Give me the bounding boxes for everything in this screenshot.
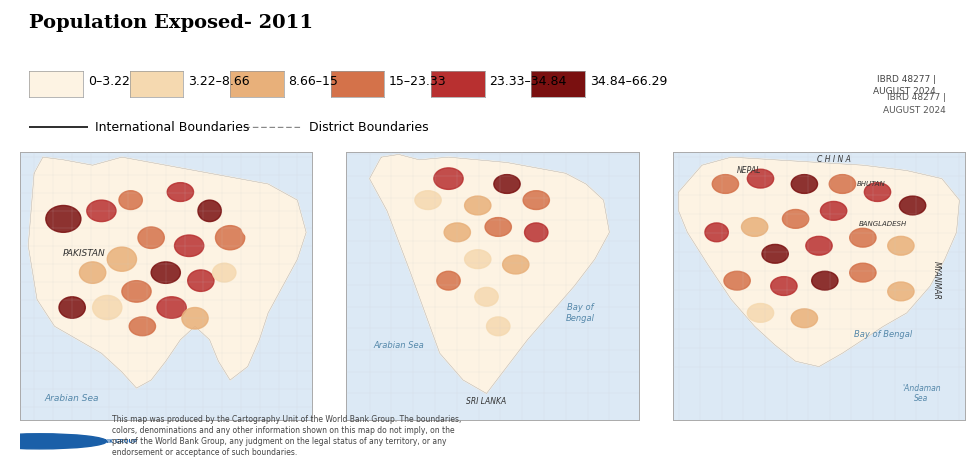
Ellipse shape bbox=[80, 262, 105, 283]
Polygon shape bbox=[28, 157, 306, 388]
Ellipse shape bbox=[712, 175, 739, 193]
Ellipse shape bbox=[129, 317, 155, 336]
Ellipse shape bbox=[168, 183, 193, 201]
Text: NEPAL: NEPAL bbox=[737, 166, 760, 175]
Text: International Boundaries: International Boundaries bbox=[95, 121, 249, 134]
Text: MYANMAR: MYANMAR bbox=[931, 262, 941, 300]
Ellipse shape bbox=[151, 262, 180, 283]
Ellipse shape bbox=[792, 309, 817, 328]
Ellipse shape bbox=[198, 200, 221, 221]
Circle shape bbox=[0, 434, 106, 449]
Text: IBRD 48277 |
AUGUST 2024: IBRD 48277 | AUGUST 2024 bbox=[883, 93, 946, 115]
Text: WORLD BANK GROUP: WORLD BANK GROUP bbox=[71, 439, 137, 444]
Text: 0–3.22: 0–3.22 bbox=[88, 75, 130, 88]
Text: 15–23.33: 15–23.33 bbox=[389, 75, 447, 88]
Text: This map was produced by the Cartography Unit of the World Bank Group. The bound: This map was produced by the Cartography… bbox=[112, 415, 461, 457]
Ellipse shape bbox=[747, 169, 774, 188]
Ellipse shape bbox=[138, 227, 164, 248]
Ellipse shape bbox=[723, 271, 751, 290]
Ellipse shape bbox=[446, 309, 469, 328]
Ellipse shape bbox=[747, 304, 774, 322]
Ellipse shape bbox=[414, 191, 441, 210]
Ellipse shape bbox=[887, 236, 915, 255]
Text: Bay of
Bengal: Bay of Bengal bbox=[566, 303, 595, 323]
Text: Population Exposed- 2011: Population Exposed- 2011 bbox=[29, 14, 313, 32]
Text: 'Andaman
Sea: 'Andaman Sea bbox=[902, 384, 941, 403]
Ellipse shape bbox=[444, 223, 470, 242]
Ellipse shape bbox=[46, 205, 81, 232]
Ellipse shape bbox=[805, 236, 833, 255]
Text: District Boundaries: District Boundaries bbox=[309, 121, 429, 134]
Text: Arabian Sea: Arabian Sea bbox=[373, 340, 424, 350]
Ellipse shape bbox=[464, 196, 491, 215]
Ellipse shape bbox=[213, 263, 236, 282]
Text: 8.66–15: 8.66–15 bbox=[289, 75, 338, 88]
Text: 23.33–34.84: 23.33–34.84 bbox=[489, 75, 566, 88]
Ellipse shape bbox=[811, 271, 838, 290]
Text: Bay of Bengal: Bay of Bengal bbox=[854, 330, 913, 339]
Text: 3.22–8.66: 3.22–8.66 bbox=[188, 75, 250, 88]
Ellipse shape bbox=[849, 228, 877, 247]
Ellipse shape bbox=[434, 168, 463, 190]
Ellipse shape bbox=[119, 191, 142, 210]
Text: Arabian Sea: Arabian Sea bbox=[45, 394, 99, 403]
Ellipse shape bbox=[87, 200, 116, 221]
Ellipse shape bbox=[215, 226, 245, 250]
Ellipse shape bbox=[849, 263, 877, 282]
Ellipse shape bbox=[821, 201, 846, 220]
Ellipse shape bbox=[437, 271, 460, 290]
Polygon shape bbox=[679, 157, 959, 367]
Ellipse shape bbox=[242, 216, 265, 238]
Ellipse shape bbox=[792, 175, 817, 193]
Ellipse shape bbox=[493, 175, 521, 193]
Polygon shape bbox=[370, 155, 609, 393]
Ellipse shape bbox=[864, 183, 891, 201]
Ellipse shape bbox=[181, 307, 209, 329]
Ellipse shape bbox=[93, 296, 122, 319]
Ellipse shape bbox=[762, 244, 788, 263]
Ellipse shape bbox=[887, 282, 915, 301]
Ellipse shape bbox=[59, 297, 86, 318]
Ellipse shape bbox=[464, 250, 491, 269]
Ellipse shape bbox=[770, 276, 798, 296]
Ellipse shape bbox=[705, 223, 728, 242]
Ellipse shape bbox=[175, 235, 204, 256]
Ellipse shape bbox=[486, 218, 512, 236]
Ellipse shape bbox=[899, 196, 926, 215]
Ellipse shape bbox=[523, 191, 550, 210]
Text: PAKISTAN: PAKISTAN bbox=[62, 249, 105, 258]
Text: C H I N A: C H I N A bbox=[817, 156, 850, 164]
Ellipse shape bbox=[741, 218, 768, 236]
Text: IBRD 48277 |
AUGUST 2024: IBRD 48277 | AUGUST 2024 bbox=[874, 75, 936, 96]
Ellipse shape bbox=[503, 255, 528, 274]
Ellipse shape bbox=[829, 175, 856, 193]
Ellipse shape bbox=[157, 297, 186, 318]
Text: SRI LANKA: SRI LANKA bbox=[466, 397, 507, 406]
Text: BANGLADESH: BANGLADESH bbox=[859, 221, 908, 227]
Ellipse shape bbox=[487, 317, 510, 336]
Ellipse shape bbox=[187, 270, 214, 291]
Ellipse shape bbox=[475, 287, 498, 306]
Text: 34.84–66.29: 34.84–66.29 bbox=[590, 75, 667, 88]
Ellipse shape bbox=[122, 281, 151, 302]
Ellipse shape bbox=[782, 210, 809, 228]
Ellipse shape bbox=[107, 247, 136, 271]
Ellipse shape bbox=[525, 223, 548, 242]
Text: BHUTAN: BHUTAN bbox=[857, 181, 886, 187]
